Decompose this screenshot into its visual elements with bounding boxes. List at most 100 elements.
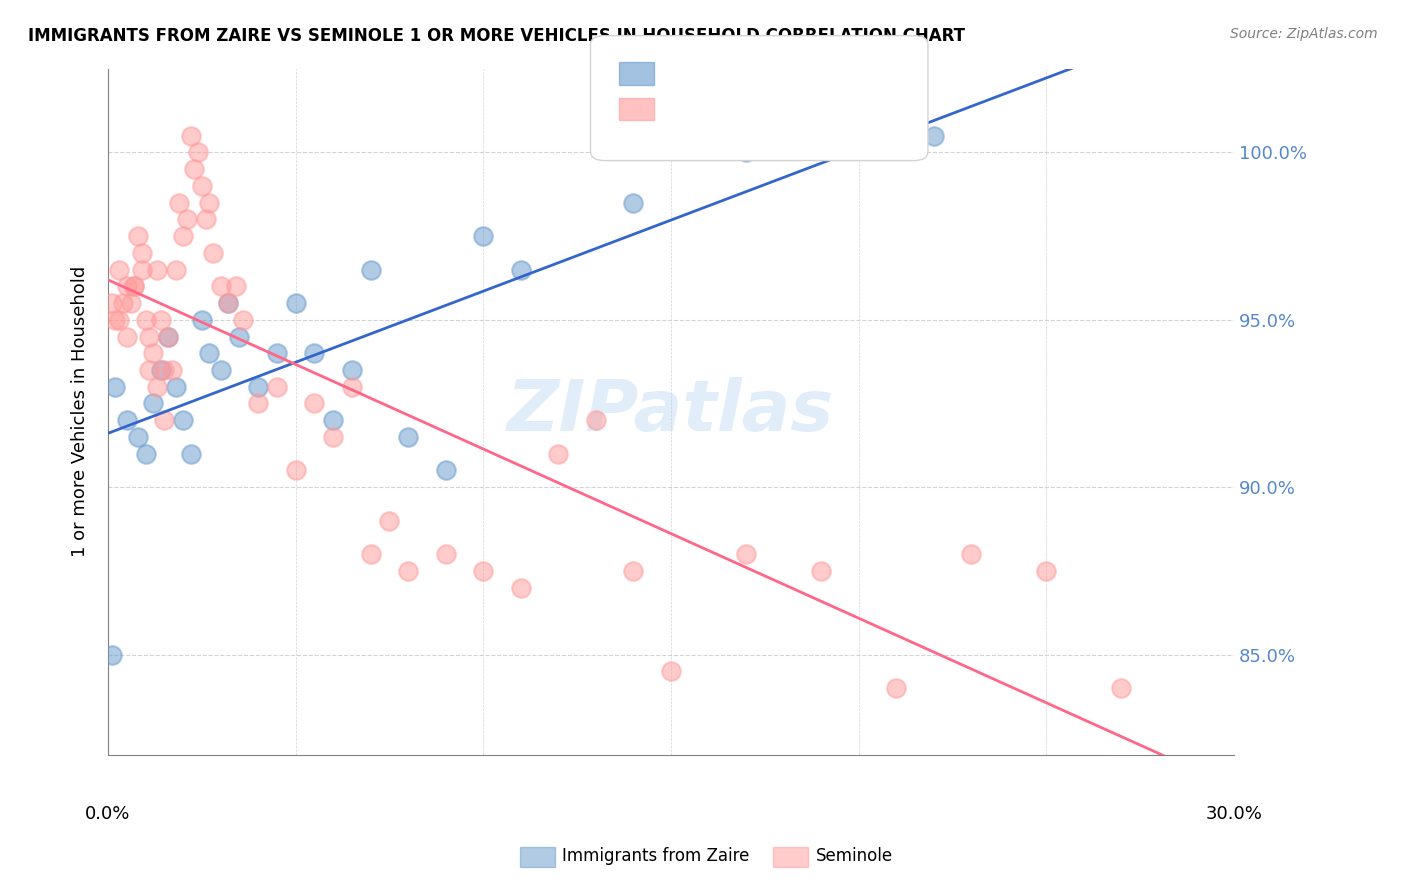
Point bbox=[209, 279, 232, 293]
Point bbox=[104, 312, 127, 326]
Point bbox=[266, 380, 288, 394]
Point bbox=[247, 396, 270, 410]
Point bbox=[176, 212, 198, 227]
Text: Immigrants from Zaire: Immigrants from Zaire bbox=[562, 847, 749, 865]
Point bbox=[209, 363, 232, 377]
Point bbox=[284, 463, 307, 477]
Point bbox=[172, 229, 194, 244]
Point bbox=[266, 346, 288, 360]
Point bbox=[160, 363, 183, 377]
Point bbox=[100, 648, 122, 662]
Point bbox=[735, 145, 758, 160]
Point bbox=[659, 665, 682, 679]
Point bbox=[180, 447, 202, 461]
Point bbox=[360, 262, 382, 277]
Point bbox=[157, 329, 180, 343]
Point bbox=[115, 413, 138, 427]
Point bbox=[396, 430, 419, 444]
Point bbox=[122, 279, 145, 293]
Point bbox=[142, 396, 165, 410]
Point bbox=[472, 229, 495, 244]
Point bbox=[360, 547, 382, 561]
Text: Source: ZipAtlas.com: Source: ZipAtlas.com bbox=[1230, 27, 1378, 41]
Point bbox=[304, 346, 326, 360]
Point bbox=[304, 396, 326, 410]
Point bbox=[127, 430, 149, 444]
Point bbox=[434, 547, 457, 561]
Point bbox=[138, 329, 160, 343]
Point bbox=[157, 329, 180, 343]
Point bbox=[1109, 681, 1132, 696]
Text: 0.0%: 0.0% bbox=[86, 805, 131, 823]
Point bbox=[509, 262, 531, 277]
Point bbox=[191, 312, 214, 326]
Point bbox=[621, 195, 644, 210]
Point bbox=[115, 329, 138, 343]
Point bbox=[153, 363, 176, 377]
Point bbox=[585, 413, 607, 427]
Point bbox=[146, 262, 169, 277]
Point bbox=[198, 346, 221, 360]
Point bbox=[284, 296, 307, 310]
Point bbox=[111, 296, 134, 310]
Point bbox=[165, 262, 187, 277]
Point bbox=[146, 380, 169, 394]
Point bbox=[232, 312, 254, 326]
Point bbox=[198, 195, 221, 210]
Point bbox=[134, 447, 156, 461]
Point bbox=[217, 296, 239, 310]
Point bbox=[138, 363, 160, 377]
Point bbox=[472, 564, 495, 578]
Point bbox=[120, 296, 142, 310]
Point bbox=[217, 296, 239, 310]
Point bbox=[1035, 564, 1057, 578]
Text: IMMIGRANTS FROM ZAIRE VS SEMINOLE 1 OR MORE VEHICLES IN HOUSEHOLD CORRELATION CH: IMMIGRANTS FROM ZAIRE VS SEMINOLE 1 OR M… bbox=[28, 27, 965, 45]
Point bbox=[169, 195, 191, 210]
Text: ZIPatlas: ZIPatlas bbox=[508, 377, 835, 446]
Point bbox=[621, 564, 644, 578]
Point bbox=[183, 161, 205, 176]
Point bbox=[340, 363, 363, 377]
Point bbox=[340, 380, 363, 394]
Point bbox=[735, 547, 758, 561]
Point bbox=[127, 229, 149, 244]
Y-axis label: 1 or more Vehicles in Household: 1 or more Vehicles in Household bbox=[72, 266, 89, 558]
Point bbox=[108, 312, 131, 326]
Point bbox=[122, 279, 145, 293]
Point bbox=[225, 279, 247, 293]
Point bbox=[142, 346, 165, 360]
Point bbox=[104, 380, 127, 394]
Text: 30.0%: 30.0% bbox=[1205, 805, 1263, 823]
Point bbox=[108, 262, 131, 277]
Point bbox=[131, 262, 153, 277]
Point bbox=[172, 413, 194, 427]
Point bbox=[509, 581, 531, 595]
Point bbox=[378, 514, 401, 528]
Point bbox=[247, 380, 270, 394]
Point bbox=[180, 128, 202, 143]
Point bbox=[322, 430, 344, 444]
Point bbox=[149, 312, 172, 326]
Point bbox=[165, 380, 187, 394]
Point bbox=[134, 312, 156, 326]
Point bbox=[187, 145, 209, 160]
Point bbox=[202, 245, 225, 260]
Point bbox=[322, 413, 344, 427]
Text: R = 0.488   N = 30: R = 0.488 N = 30 bbox=[661, 62, 818, 80]
Point bbox=[884, 681, 907, 696]
Point bbox=[149, 363, 172, 377]
Point bbox=[194, 212, 217, 227]
Text: R = -0.153   N = 61: R = -0.153 N = 61 bbox=[661, 98, 824, 116]
Point bbox=[810, 564, 832, 578]
Text: Seminole: Seminole bbox=[815, 847, 893, 865]
Point bbox=[153, 413, 176, 427]
Point bbox=[131, 245, 153, 260]
Point bbox=[191, 178, 214, 193]
Point bbox=[396, 564, 419, 578]
Point bbox=[960, 547, 983, 561]
Point bbox=[100, 296, 122, 310]
Point bbox=[922, 128, 945, 143]
Point bbox=[115, 279, 138, 293]
Point bbox=[547, 447, 569, 461]
Point bbox=[228, 329, 250, 343]
